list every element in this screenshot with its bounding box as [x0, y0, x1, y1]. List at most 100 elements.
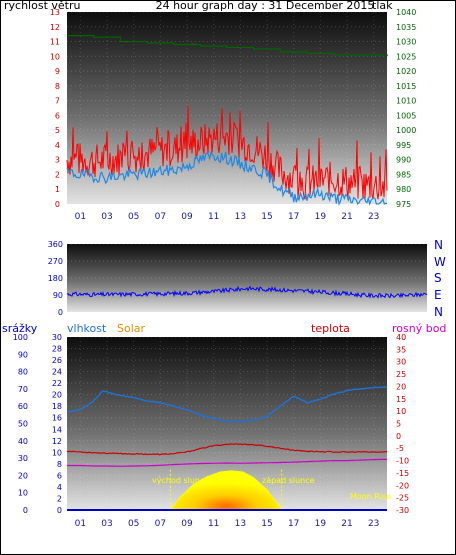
wind-hour-label: 09 — [181, 212, 193, 222]
wind-tick-label: 6 — [55, 111, 60, 120]
wind-hour-label: 23 — [368, 212, 379, 222]
wind-hour-label: 11 — [208, 212, 219, 222]
wind-tick-label: 10 — [50, 52, 60, 61]
direction-tick-label: 360 — [48, 240, 63, 249]
rain-tick-label: 24 — [52, 368, 62, 377]
temperature-tick-label: -10 — [396, 457, 409, 466]
humidity-tick-label: 30 — [18, 454, 28, 463]
solar-area — [169, 470, 283, 511]
weather-hour-label: 15 — [261, 519, 272, 529]
solar-label: Solar — [117, 322, 146, 335]
pressure-tick-label: 1020 — [396, 67, 416, 76]
rain-label: srážky — [2, 322, 38, 335]
wind-hour-label: 21 — [341, 212, 352, 222]
wind-hour-label: 19 — [315, 212, 327, 222]
humidity-tick-label: 70 — [18, 385, 28, 394]
weather-hour-label: 23 — [368, 519, 379, 529]
graph-title: 24 hour graph day : 31 December 2015 — [156, 0, 375, 12]
rain-tick-label: 10 — [52, 448, 62, 457]
wind-hour-label: 05 — [128, 212, 139, 222]
humidity-tick-label: 0 — [23, 506, 28, 515]
humidity-tick-label: 10 — [18, 489, 28, 498]
temperature-tick-label: 35 — [396, 345, 406, 354]
pressure-tick-label: 1040 — [396, 8, 416, 17]
temperature-tick-label: 10 — [396, 407, 406, 416]
weather-hour-label: 09 — [181, 519, 193, 529]
wind-direction-line — [66, 285, 428, 299]
temperature-tick-label: 20 — [396, 382, 406, 391]
weather-hour-label: 13 — [235, 519, 246, 529]
pressure-tick-label: 990 — [396, 156, 411, 165]
direction-tick-label: 90 — [53, 291, 63, 300]
wind-direction-plot — [66, 285, 428, 299]
pressure-tick-label: 995 — [396, 141, 411, 150]
rain-tick-label: 8 — [57, 460, 62, 469]
pressure-tick-label: 1000 — [396, 126, 416, 135]
sunrise-marker-label: východ slunce — [152, 476, 209, 485]
wind-speed-label: rychlost větru — [4, 0, 80, 12]
temperature-tick-label: 25 — [396, 370, 406, 379]
pressure-tick-label: 1030 — [396, 38, 416, 47]
wind-pressure-plot — [66, 35, 388, 207]
humidity-tick-label: 100 — [13, 333, 28, 342]
pressure-tick-label: 1025 — [396, 52, 416, 61]
pressure-tick-label: 980 — [396, 185, 411, 194]
pressure-tick-label: 985 — [396, 170, 411, 179]
pressure-line — [67, 35, 388, 57]
humidity-line — [66, 386, 388, 423]
direction-label-n-top: N — [434, 238, 443, 252]
wind-tick-label: 7 — [55, 97, 60, 106]
humidity-tick-label: 80 — [18, 368, 28, 377]
temperature-tick-label: -20 — [396, 481, 409, 490]
wind-tick-label: 2 — [55, 170, 60, 179]
pressure-label: tlak — [372, 0, 393, 12]
pressure-tick-label: 1015 — [396, 82, 416, 91]
pressure-tick-label: 975 — [396, 200, 411, 209]
wind-tick-label: 1 — [55, 185, 60, 194]
wind-tick-label: 12 — [50, 23, 60, 32]
rain-tick-label: 26 — [52, 356, 62, 365]
direction-label-n-bottom: N — [434, 305, 443, 319]
wind-hour-label: 07 — [155, 212, 166, 222]
temperature-tick-label: -30 — [396, 506, 409, 515]
wind-tick-label: 0 — [55, 200, 60, 209]
wind-tick-label: 8 — [55, 82, 60, 91]
rain-tick-label: 16 — [52, 414, 62, 423]
humidity-label: vlhkost — [67, 322, 107, 335]
weather-hour-label: 19 — [315, 519, 327, 529]
wind-hour-label: 03 — [101, 212, 112, 222]
rain-tick-label: 4 — [57, 483, 62, 492]
wind-hour-label: 01 — [75, 212, 86, 222]
weather-hour-label: 03 — [101, 519, 112, 529]
weather-hour-label: 21 — [341, 519, 352, 529]
rain-tick-label: 20 — [52, 391, 62, 400]
humidity-tick-label: 60 — [18, 402, 28, 411]
direction-tick-label: 270 — [48, 257, 63, 266]
temperature-line — [66, 443, 388, 456]
weather-plot — [66, 386, 388, 511]
direction-tick-label: 180 — [48, 274, 63, 283]
temperature-tick-label: -15 — [396, 469, 409, 478]
wind-tick-label: 5 — [55, 126, 60, 135]
temperature-tick-label: 40 — [396, 333, 406, 342]
direction-tick-label: 0 — [58, 308, 63, 317]
rain-tick-label: 18 — [52, 402, 62, 411]
axis-labels: 0123456789101112139759809859909951000100… — [13, 8, 417, 529]
temperature-tick-label: 0 — [396, 432, 401, 441]
wind-hour-label: 15 — [261, 212, 272, 222]
dewpoint-line — [67, 458, 388, 467]
pressure-tick-label: 1035 — [396, 23, 416, 32]
humidity-tick-label: 20 — [18, 471, 28, 480]
rain-tick-label: 6 — [57, 471, 62, 480]
humidity-tick-label: 90 — [18, 350, 28, 359]
moonrise-marker-label: Moon Rise — [350, 492, 391, 501]
rain-tick-label: 28 — [52, 345, 62, 354]
wind-tick-label: 9 — [55, 67, 60, 76]
wind-hour-label: 13 — [235, 212, 246, 222]
weather-hour-label: 05 — [128, 519, 139, 529]
weather-hour-label: 01 — [75, 519, 86, 529]
rain-tick-label: 14 — [52, 425, 62, 434]
direction-panel-background — [67, 244, 427, 312]
weather-hour-label: 11 — [208, 519, 219, 529]
